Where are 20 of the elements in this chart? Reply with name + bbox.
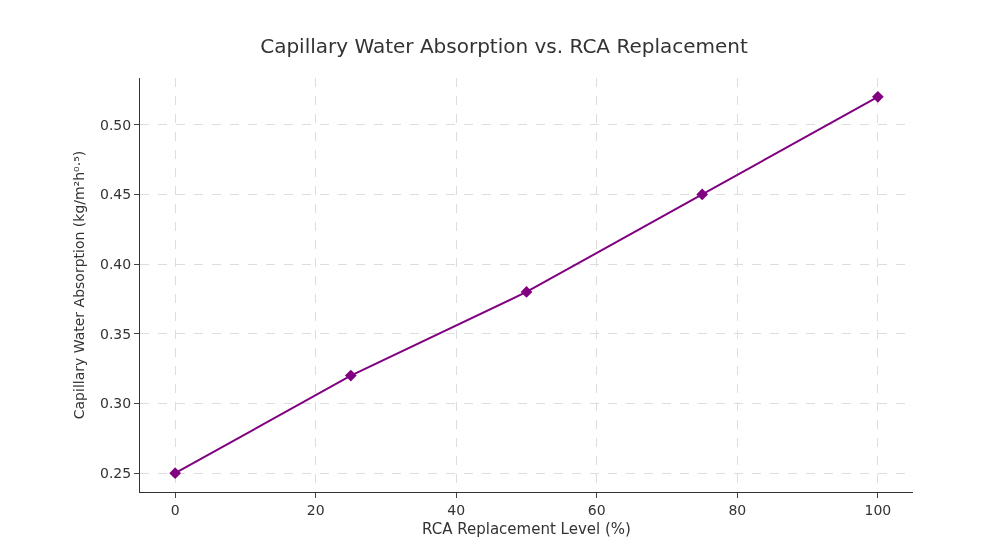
point <box>520 286 533 298</box>
y-tick-label: 0.25 <box>100 465 132 482</box>
y-tick-label: 0.50 <box>100 116 132 133</box>
point <box>169 467 181 480</box>
y-axis-title: Capillary Water Absorption (kg/m²h⁰·⁵) <box>70 150 87 420</box>
x-tick-label: 100 <box>864 501 892 518</box>
y-tick-label: 0.30 <box>100 395 132 412</box>
x-axis-title: RCA Replacement Level (%) <box>422 519 631 538</box>
x-tick-label: 80 <box>728 501 747 518</box>
point <box>696 188 709 201</box>
chart-title: Capillary Water Absorption vs. RCA Replacement <box>260 33 748 58</box>
x-tick-label: 0 <box>170 501 180 518</box>
x-tick-label: 60 <box>587 501 606 518</box>
y-tick-label: 0.40 <box>100 255 132 272</box>
x-tick-label: 20 <box>306 501 325 518</box>
point <box>344 369 357 382</box>
x-tick-label: 40 <box>447 501 466 518</box>
y-tick-label: 0.35 <box>100 325 132 342</box>
point <box>872 90 884 103</box>
y-tick-label: 0.45 <box>100 186 132 203</box>
